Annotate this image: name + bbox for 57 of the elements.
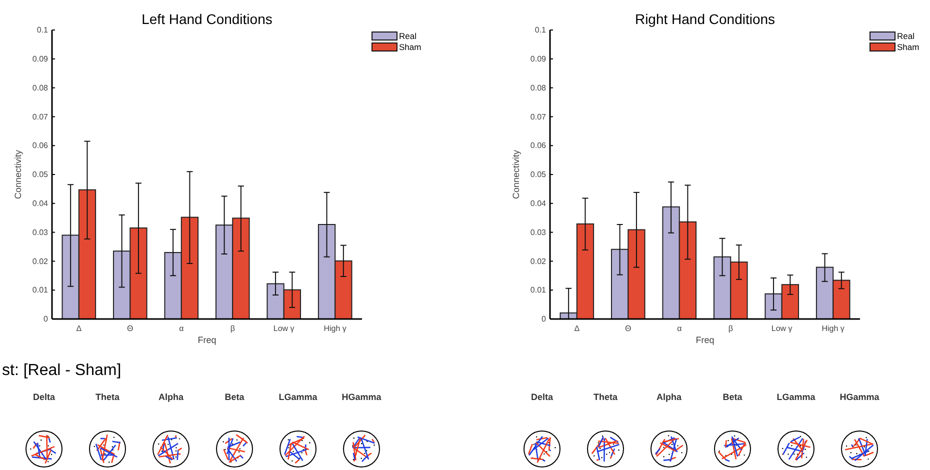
- y-axis-title: Connectivity: [13, 149, 23, 200]
- text: st: [Real - Sham]: [2, 362, 122, 379]
- y-tick-label: 0.04: [530, 199, 547, 208]
- legend-label: Sham: [897, 42, 920, 52]
- y-tick-label: 0.03: [530, 228, 547, 237]
- y-tick-label: 0: [44, 314, 49, 324]
- y-tick-label: 0.01: [32, 286, 49, 295]
- x-tick-label: Θ: [127, 324, 134, 333]
- y-tick-label: 0.02: [530, 256, 547, 266]
- text: LGamma: [278, 392, 318, 402]
- y-tick-label: 0.09: [32, 54, 49, 64]
- text: Delta: [32, 392, 56, 402]
- x-tick-label: Low γ: [273, 324, 294, 333]
- text: LGamma: [776, 392, 816, 402]
- y-tick-label: 0.02: [32, 256, 49, 266]
- y-tick-label: 0.08: [530, 83, 547, 92]
- x-tick-label: Low γ: [771, 324, 792, 333]
- y-tick-label: 0.05: [32, 170, 49, 180]
- y-tick-label: 0.08: [32, 83, 49, 92]
- text: Beta: [224, 392, 246, 402]
- legend-label: Real: [897, 31, 915, 41]
- text: Theta: [593, 392, 618, 402]
- text: Alpha: [656, 392, 682, 402]
- y-tick-label: 0.09: [530, 54, 547, 64]
- y-tick-label: 0.06: [530, 141, 547, 150]
- y-tick-label: 0.07: [32, 112, 49, 122]
- x-tick-label: Δ: [76, 324, 82, 333]
- y-tick-label: 0.1: [36, 26, 49, 35]
- x-tick-label: Δ: [574, 324, 580, 333]
- x-tick-label: β: [230, 324, 236, 333]
- chart-title: Left Hand Conditions: [142, 11, 272, 27]
- text: HGamma: [342, 392, 382, 402]
- x-tick-label: α: [179, 324, 184, 333]
- legend-label: Real: [399, 31, 417, 41]
- y-tick-label: 0.06: [32, 141, 49, 150]
- y-tick-label: 0.05: [530, 170, 547, 180]
- y-tick-label: 0: [542, 314, 547, 324]
- y-tick-label: 0.07: [530, 112, 547, 122]
- y-axis-title: Connectivity: [511, 149, 521, 200]
- x-tick-label: High γ: [822, 324, 844, 333]
- x-tick-label: β: [728, 324, 734, 333]
- text: Theta: [95, 392, 120, 402]
- y-tick-label: 0.04: [32, 199, 49, 208]
- text: Alpha: [158, 392, 184, 402]
- text: Delta: [530, 392, 554, 402]
- text: Beta: [722, 392, 744, 402]
- x-tick-label: α: [677, 324, 682, 333]
- legend-label: Sham: [399, 42, 422, 52]
- y-tick-label: 0.01: [530, 286, 547, 295]
- y-tick-label: 0.1: [534, 26, 547, 35]
- x-axis-title: Freq: [198, 335, 216, 345]
- chart-title: Right Hand Conditions: [634, 11, 776, 27]
- x-tick-label: Θ: [625, 324, 632, 333]
- x-axis-title: Freq: [696, 335, 714, 345]
- y-tick-label: 0.03: [32, 228, 49, 237]
- x-tick-label: High γ: [324, 324, 346, 333]
- text: HGamma: [840, 392, 880, 402]
